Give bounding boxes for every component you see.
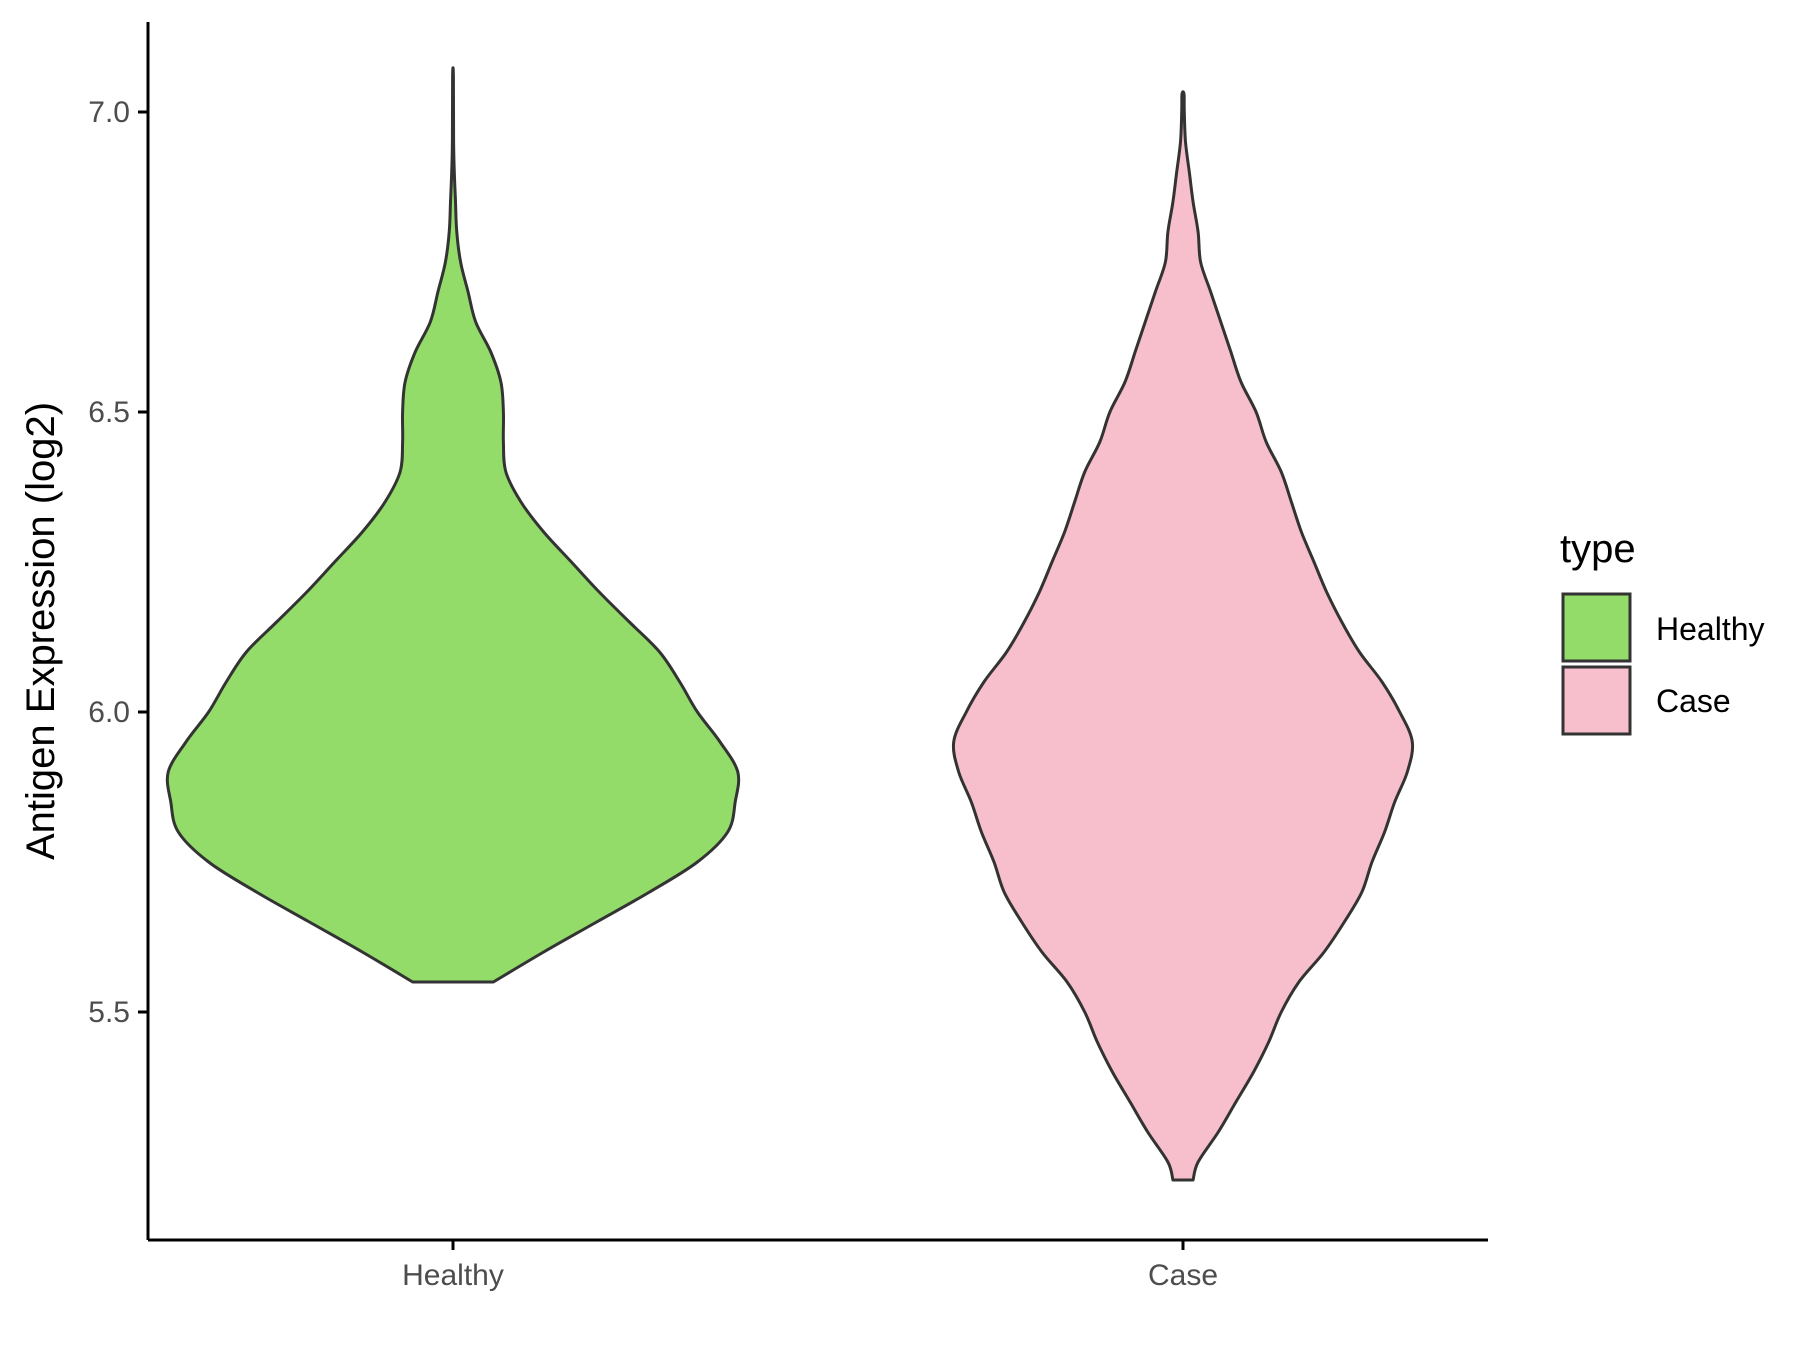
violin-layer bbox=[165, 66, 1415, 1182]
legend-label-case: Case bbox=[1656, 683, 1731, 719]
y-tick-label: 7.0 bbox=[88, 96, 130, 129]
violin-healthy bbox=[165, 66, 741, 984]
y-tick-label: 6.0 bbox=[88, 696, 130, 729]
x-tick-label: Healthy bbox=[402, 1259, 504, 1292]
x-axis-ticks: Healthy Case bbox=[402, 1240, 1218, 1292]
legend-swatch-case bbox=[1561, 665, 1632, 736]
violin-case bbox=[951, 90, 1415, 1182]
x-tick-label: Case bbox=[1148, 1259, 1218, 1292]
y-tick-label: 6.5 bbox=[88, 396, 130, 429]
y-axis-ticks: 5.5 6.0 6.5 7.0 bbox=[88, 96, 148, 1029]
legend: type Healthy Case bbox=[1560, 527, 1765, 736]
legend-swatch-healthy bbox=[1561, 592, 1632, 663]
legend-title: type bbox=[1560, 527, 1636, 571]
y-axis-title: Antigen Expression (log2) bbox=[19, 402, 63, 860]
legend-label-healthy: Healthy bbox=[1656, 611, 1765, 647]
y-tick-label: 5.5 bbox=[88, 996, 130, 1029]
